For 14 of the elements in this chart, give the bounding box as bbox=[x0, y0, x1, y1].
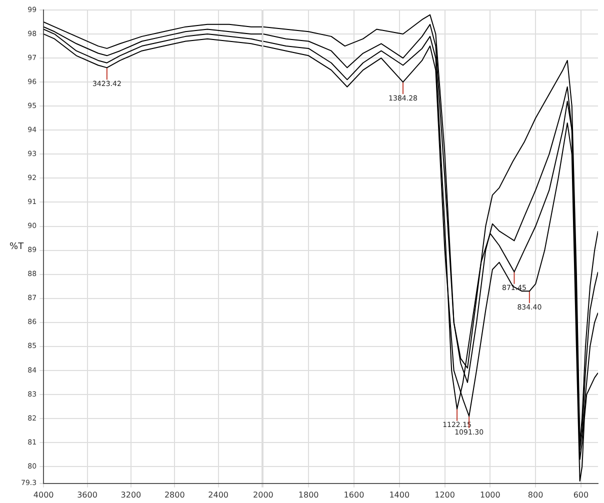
x-tick-label: 2400 bbox=[208, 490, 228, 500]
x-tick-label: 3600 bbox=[77, 490, 98, 500]
x-tick-label: 1400 bbox=[389, 490, 410, 500]
x-tick-label: 1600 bbox=[344, 490, 364, 500]
x-tick-label: 600 bbox=[573, 490, 589, 500]
x-tick-label: 3200 bbox=[120, 490, 142, 500]
x-tick-label: 800 bbox=[528, 490, 544, 500]
x-tick-label: 1000 bbox=[480, 490, 500, 500]
y-axis-title: %T bbox=[10, 242, 24, 252]
x-tick-label: 2800 bbox=[164, 490, 185, 500]
x-tick-label: 4000 bbox=[33, 490, 54, 500]
x-tick-label: 2000 bbox=[253, 490, 274, 500]
x-tick-label: 1200 bbox=[434, 490, 455, 500]
x-tick-label: 1800 bbox=[298, 490, 319, 500]
